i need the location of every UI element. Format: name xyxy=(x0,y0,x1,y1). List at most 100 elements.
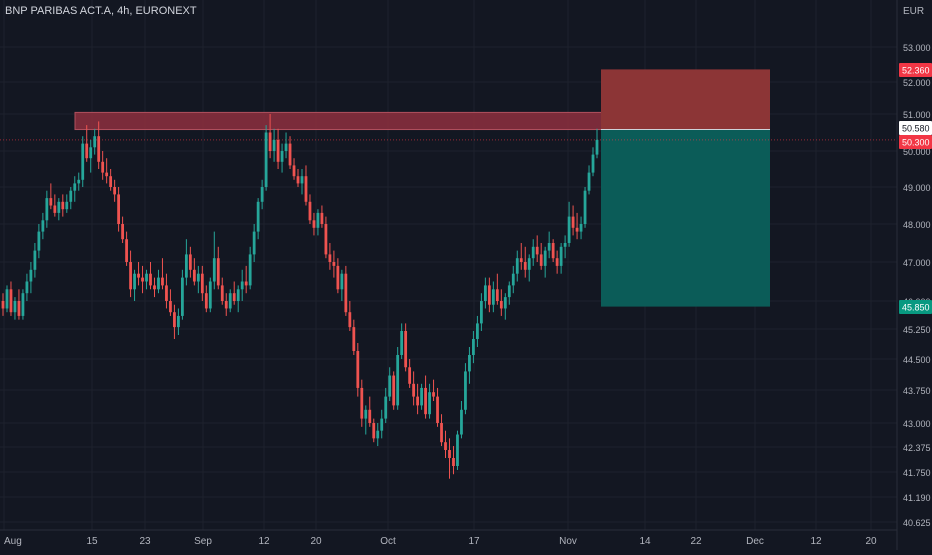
candle-body[interactable] xyxy=(97,136,101,162)
candle-body[interactable] xyxy=(483,285,487,301)
candle-body[interactable] xyxy=(336,265,340,290)
candle-body[interactable] xyxy=(284,143,288,151)
candle-body[interactable] xyxy=(133,273,136,290)
candle-body[interactable] xyxy=(161,277,164,286)
candle-body[interactable] xyxy=(424,387,427,415)
candle-body[interactable] xyxy=(240,281,244,290)
candle-body[interactable] xyxy=(192,269,196,282)
candle-body[interactable] xyxy=(73,183,77,191)
candle-body[interactable] xyxy=(260,187,264,202)
candle-body[interactable] xyxy=(308,201,312,221)
candle-body[interactable] xyxy=(316,212,320,228)
candle-body[interactable] xyxy=(555,258,559,266)
candle-body[interactable] xyxy=(125,239,128,262)
candle-body[interactable] xyxy=(583,190,587,224)
candle-body[interactable] xyxy=(523,262,527,270)
candle-body[interactable] xyxy=(177,315,180,328)
candle-body[interactable] xyxy=(452,458,455,466)
candle-body[interactable] xyxy=(181,277,184,316)
candle-body[interactable] xyxy=(93,136,97,148)
candle-body[interactable] xyxy=(440,423,443,443)
candle-body[interactable] xyxy=(216,258,220,286)
candle-body[interactable] xyxy=(49,198,53,206)
candle-body[interactable] xyxy=(491,289,495,305)
candle-body[interactable] xyxy=(129,262,132,290)
candle-body[interactable] xyxy=(476,323,479,339)
candle-body[interactable] xyxy=(376,430,380,439)
resistance-zone[interactable] xyxy=(74,111,611,131)
candle-body[interactable] xyxy=(539,254,543,266)
candle-body[interactable] xyxy=(292,165,296,177)
candle-body[interactable] xyxy=(17,301,21,316)
candle-body[interactable] xyxy=(13,301,17,313)
candle-body[interactable] xyxy=(220,285,224,301)
candle-body[interactable] xyxy=(479,301,483,324)
candle-body[interactable] xyxy=(53,205,57,213)
candle-body[interactable] xyxy=(165,285,168,301)
candle-body[interactable] xyxy=(464,371,467,410)
candle-body[interactable] xyxy=(340,273,344,290)
candle-body[interactable] xyxy=(69,190,73,202)
candle-body[interactable] xyxy=(352,327,356,351)
candle-body[interactable] xyxy=(149,273,152,286)
candle-body[interactable] xyxy=(224,301,228,309)
candle-body[interactable] xyxy=(268,132,272,152)
candle-body[interactable] xyxy=(200,273,204,294)
candle-body[interactable] xyxy=(535,246,539,255)
candle-body[interactable] xyxy=(460,409,463,435)
candle-body[interactable] xyxy=(360,387,364,419)
candle-body[interactable] xyxy=(412,383,416,397)
candle-body[interactable] xyxy=(575,227,579,232)
candle-body[interactable] xyxy=(320,212,324,224)
candle-body[interactable] xyxy=(503,297,507,309)
candle-body[interactable] xyxy=(101,161,105,173)
candle-body[interactable] xyxy=(416,396,419,406)
candle-body[interactable] xyxy=(280,151,284,162)
candle-body[interactable] xyxy=(567,216,571,243)
candle-body[interactable] xyxy=(495,289,499,301)
candle-body[interactable] xyxy=(364,409,368,419)
candle-body[interactable] xyxy=(173,312,176,328)
candle-body[interactable] xyxy=(380,418,384,431)
candle-body[interactable] xyxy=(448,450,451,458)
candle-body[interactable] xyxy=(472,339,475,355)
candle-body[interactable] xyxy=(551,243,555,259)
candle-body[interactable] xyxy=(511,273,515,286)
candle-body[interactable] xyxy=(184,254,188,278)
candle-body[interactable] xyxy=(276,139,280,162)
candle-body[interactable] xyxy=(157,277,160,290)
candle-body[interactable] xyxy=(5,289,9,309)
candle-body[interactable] xyxy=(356,351,360,388)
candle-body[interactable] xyxy=(145,273,148,282)
candle-body[interactable] xyxy=(456,434,459,466)
candle-body[interactable] xyxy=(595,139,599,155)
candle-body[interactable] xyxy=(499,301,503,309)
candle-body[interactable] xyxy=(468,355,471,372)
candle-body[interactable] xyxy=(45,198,49,221)
candle-body[interactable] xyxy=(300,176,304,184)
candle-body[interactable] xyxy=(264,132,268,188)
candle-body[interactable] xyxy=(428,392,431,415)
candle-body[interactable] xyxy=(105,172,109,177)
candle-body[interactable] xyxy=(328,254,332,262)
candle-body[interactable] xyxy=(232,293,236,301)
candle-body[interactable] xyxy=(61,201,65,210)
candle-body[interactable] xyxy=(344,273,348,313)
candle-body[interactable] xyxy=(420,387,423,406)
candle-body[interactable] xyxy=(408,367,412,384)
candle-body[interactable] xyxy=(41,220,45,232)
candle-body[interactable] xyxy=(436,396,439,423)
candle-body[interactable] xyxy=(81,143,85,180)
candle-body[interactable] xyxy=(432,392,435,397)
candle-body[interactable] xyxy=(288,143,292,166)
candle-body[interactable] xyxy=(519,258,523,262)
candle-body[interactable] xyxy=(85,143,89,159)
candle-body[interactable] xyxy=(444,442,447,450)
candle-body[interactable] xyxy=(487,285,491,305)
candle-body[interactable] xyxy=(89,147,93,159)
candle-body[interactable] xyxy=(1,301,5,309)
stop-loss-zone[interactable] xyxy=(601,69,770,130)
candle-body[interactable] xyxy=(312,220,316,228)
candle-body[interactable] xyxy=(372,423,376,439)
